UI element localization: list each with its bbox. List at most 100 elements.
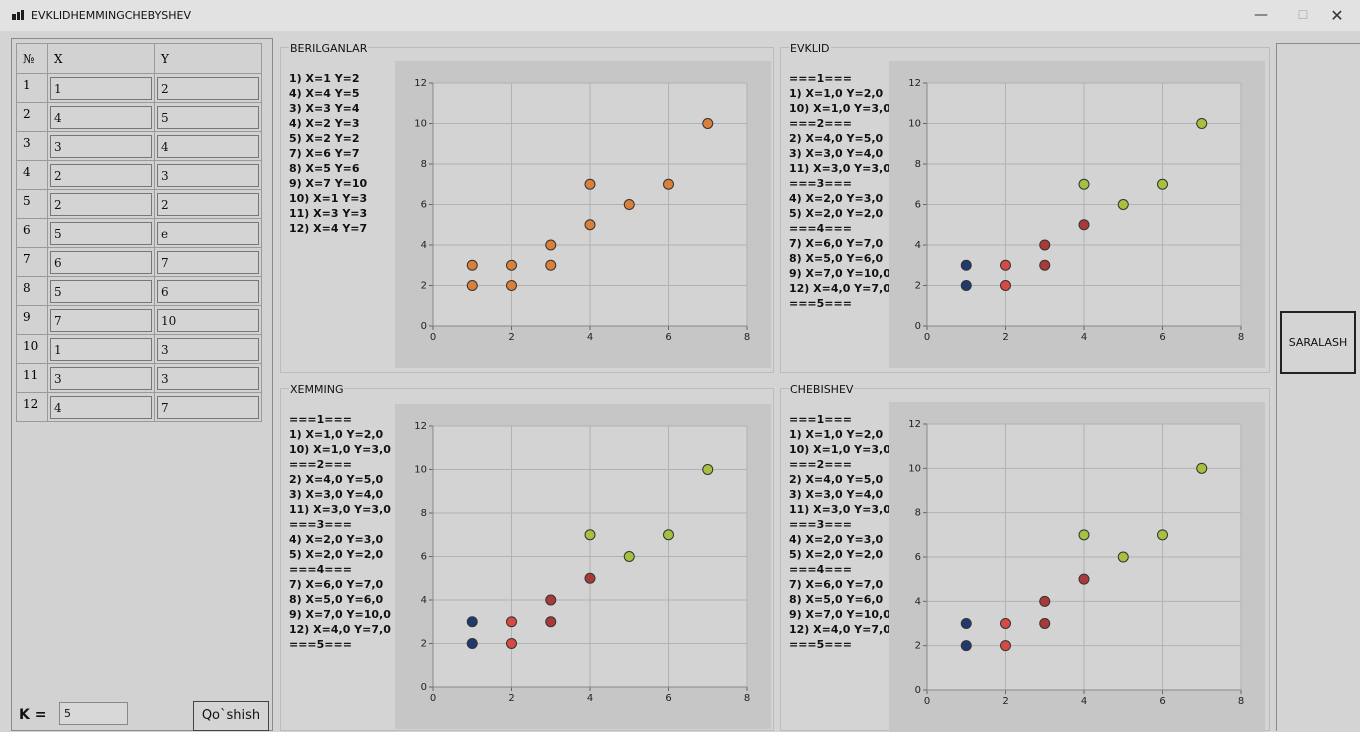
x-tick-label: 0 <box>430 693 436 704</box>
data-point <box>1157 178 1168 190</box>
list-item: 9) X=7,0 Y=10,0 <box>789 608 891 621</box>
x-tick-label: 8 <box>744 332 750 343</box>
x-input[interactable]: 7 <box>50 308 152 332</box>
x-input[interactable]: 1 <box>50 337 152 361</box>
list-item: 10) X=1 Y=3 <box>289 192 368 205</box>
y-cell: 4 <box>154 131 262 161</box>
y-tick-label: 6 <box>915 200 921 211</box>
list-item: 2) X=4,0 Y=5,0 <box>289 473 384 486</box>
x-input[interactable]: 4 <box>50 105 152 129</box>
list-item: 5) X=2,0 Y=2,0 <box>289 548 384 561</box>
list-item: 5) X=2,0 Y=2,0 <box>789 548 884 561</box>
y-input[interactable]: 2 <box>157 192 259 216</box>
list-item: 4) X=4 Y=5 <box>289 87 360 100</box>
k-input[interactable]: 5 <box>59 702 128 725</box>
row-number: 1 <box>16 73 48 103</box>
list-item: 1) X=1,0 Y=2,0 <box>789 428 884 441</box>
x-cell: 1 <box>47 73 155 103</box>
x-cell: 6 <box>47 247 155 277</box>
row-number: 5 <box>16 189 48 219</box>
data-point <box>545 259 557 271</box>
x-cell: 3 <box>47 363 155 393</box>
column-header-x: X <box>47 43 155 74</box>
y-input[interactable]: 10 <box>157 308 259 332</box>
row-number: 11 <box>16 363 48 393</box>
y-input[interactable]: e <box>157 221 259 245</box>
x-tick-label: 8 <box>1238 696 1244 707</box>
y-input[interactable]: 3 <box>157 337 259 361</box>
x-cell: 4 <box>47 102 155 132</box>
y-tick-label: 8 <box>421 508 427 519</box>
y-input[interactable]: 7 <box>157 395 259 419</box>
add-button[interactable]: Qo`shish <box>193 701 269 731</box>
data-point <box>545 616 557 628</box>
data-point <box>584 529 596 541</box>
data-point <box>960 280 972 291</box>
panel-list: ===1=== 1) X=1,0 Y=2,0 10) X=1,0 Y=3,0 ===2… <box>789 412 893 652</box>
panel-berilganlar: BERILGANLAR 1) X=1 Y=2 4) X=4 Y=5 3) X=3 Y… <box>280 42 774 373</box>
y-input[interactable]: 3 <box>157 366 259 390</box>
y-input[interactable]: 6 <box>157 279 259 303</box>
y-input[interactable]: 5 <box>157 105 259 129</box>
list-item: ===5=== <box>289 638 352 651</box>
data-point <box>545 594 557 606</box>
minimize-button[interactable]: — <box>1254 7 1268 23</box>
panel-title: EVKLID <box>789 42 831 55</box>
sort-button[interactable]: SARALASH <box>1280 311 1356 374</box>
x-input[interactable]: 4 <box>50 395 152 419</box>
list-item: ===4=== <box>789 563 852 576</box>
list-item: 4) X=2,0 Y=3,0 <box>289 533 384 546</box>
list-item: 8) X=5,0 Y=6,0 <box>789 593 884 606</box>
data-point <box>584 572 596 584</box>
data-point <box>506 616 517 628</box>
scatter-chart: 0 2 4 6 8 10 12 0 2 4 6 8 <box>889 61 1265 368</box>
list-item: 5) X=2 Y=2 <box>289 132 360 145</box>
y-input[interactable]: 2 <box>157 76 259 100</box>
list-item: ===2=== <box>289 458 352 471</box>
data-point <box>1000 618 1011 629</box>
window-title: EVKLIDHEMMINGCHEBYSHEV <box>31 9 192 22</box>
x-input[interactable]: 3 <box>50 134 152 158</box>
panel-title: CHEBISHEV <box>789 383 855 396</box>
close-button[interactable]: ✕ <box>1330 6 1344 25</box>
list-item: 12) X=4,0 Y=7,0 <box>789 282 891 295</box>
x-tick-label: 4 <box>1081 696 1087 707</box>
x-input[interactable]: 1 <box>50 76 152 100</box>
data-point <box>960 259 972 271</box>
y-cell: 3 <box>154 363 262 393</box>
table-row: 9 7 10 <box>16 305 262 335</box>
x-input[interactable]: 5 <box>50 279 152 303</box>
list-item: 7) X=6,0 Y=7,0 <box>789 578 884 591</box>
x-tick-label: 0 <box>924 696 930 707</box>
x-tick-label: 0 <box>430 332 436 343</box>
y-tick-label: 0 <box>421 321 427 332</box>
data-point <box>1157 529 1168 541</box>
y-input[interactable]: 4 <box>157 134 259 158</box>
x-input[interactable]: 3 <box>50 366 152 390</box>
maximize-button[interactable]: ☐ <box>1297 8 1309 22</box>
data-point <box>1039 595 1051 607</box>
x-input[interactable]: 6 <box>50 250 152 274</box>
panel-list: 1) X=1 Y=2 4) X=4 Y=5 3) X=3 Y=4 4) X=2 Y=3… <box>289 71 393 236</box>
x-input[interactable]: 2 <box>50 163 152 187</box>
list-item: ===3=== <box>289 518 352 531</box>
x-tick-label: 4 <box>1081 332 1087 343</box>
list-item: 9) X=7 Y=10 <box>289 177 368 190</box>
x-input[interactable]: 2 <box>50 192 152 216</box>
y-tick-label: 12 <box>414 421 427 432</box>
scatter-chart: 0 2 4 6 8 10 12 0 2 4 6 8 <box>889 402 1265 732</box>
x-cell: 3 <box>47 131 155 161</box>
y-input[interactable]: 7 <box>157 250 259 274</box>
y-input[interactable]: 3 <box>157 163 259 187</box>
list-item: 9) X=7,0 Y=10,0 <box>289 608 391 621</box>
x-tick-label: 2 <box>1002 696 1008 707</box>
list-item: ===1=== <box>789 413 852 426</box>
data-point <box>466 280 478 291</box>
data-table: № X Y 1 1 2 2 4 5 3 3 4 4 2 3 5 2 2 6 5 e 7 6 7 8 5 6 9 7 10 10 1 3 11… <box>16 43 262 422</box>
x-tick-label: 6 <box>665 332 671 343</box>
x-input[interactable]: 5 <box>50 221 152 245</box>
row-number: 3 <box>16 131 48 161</box>
